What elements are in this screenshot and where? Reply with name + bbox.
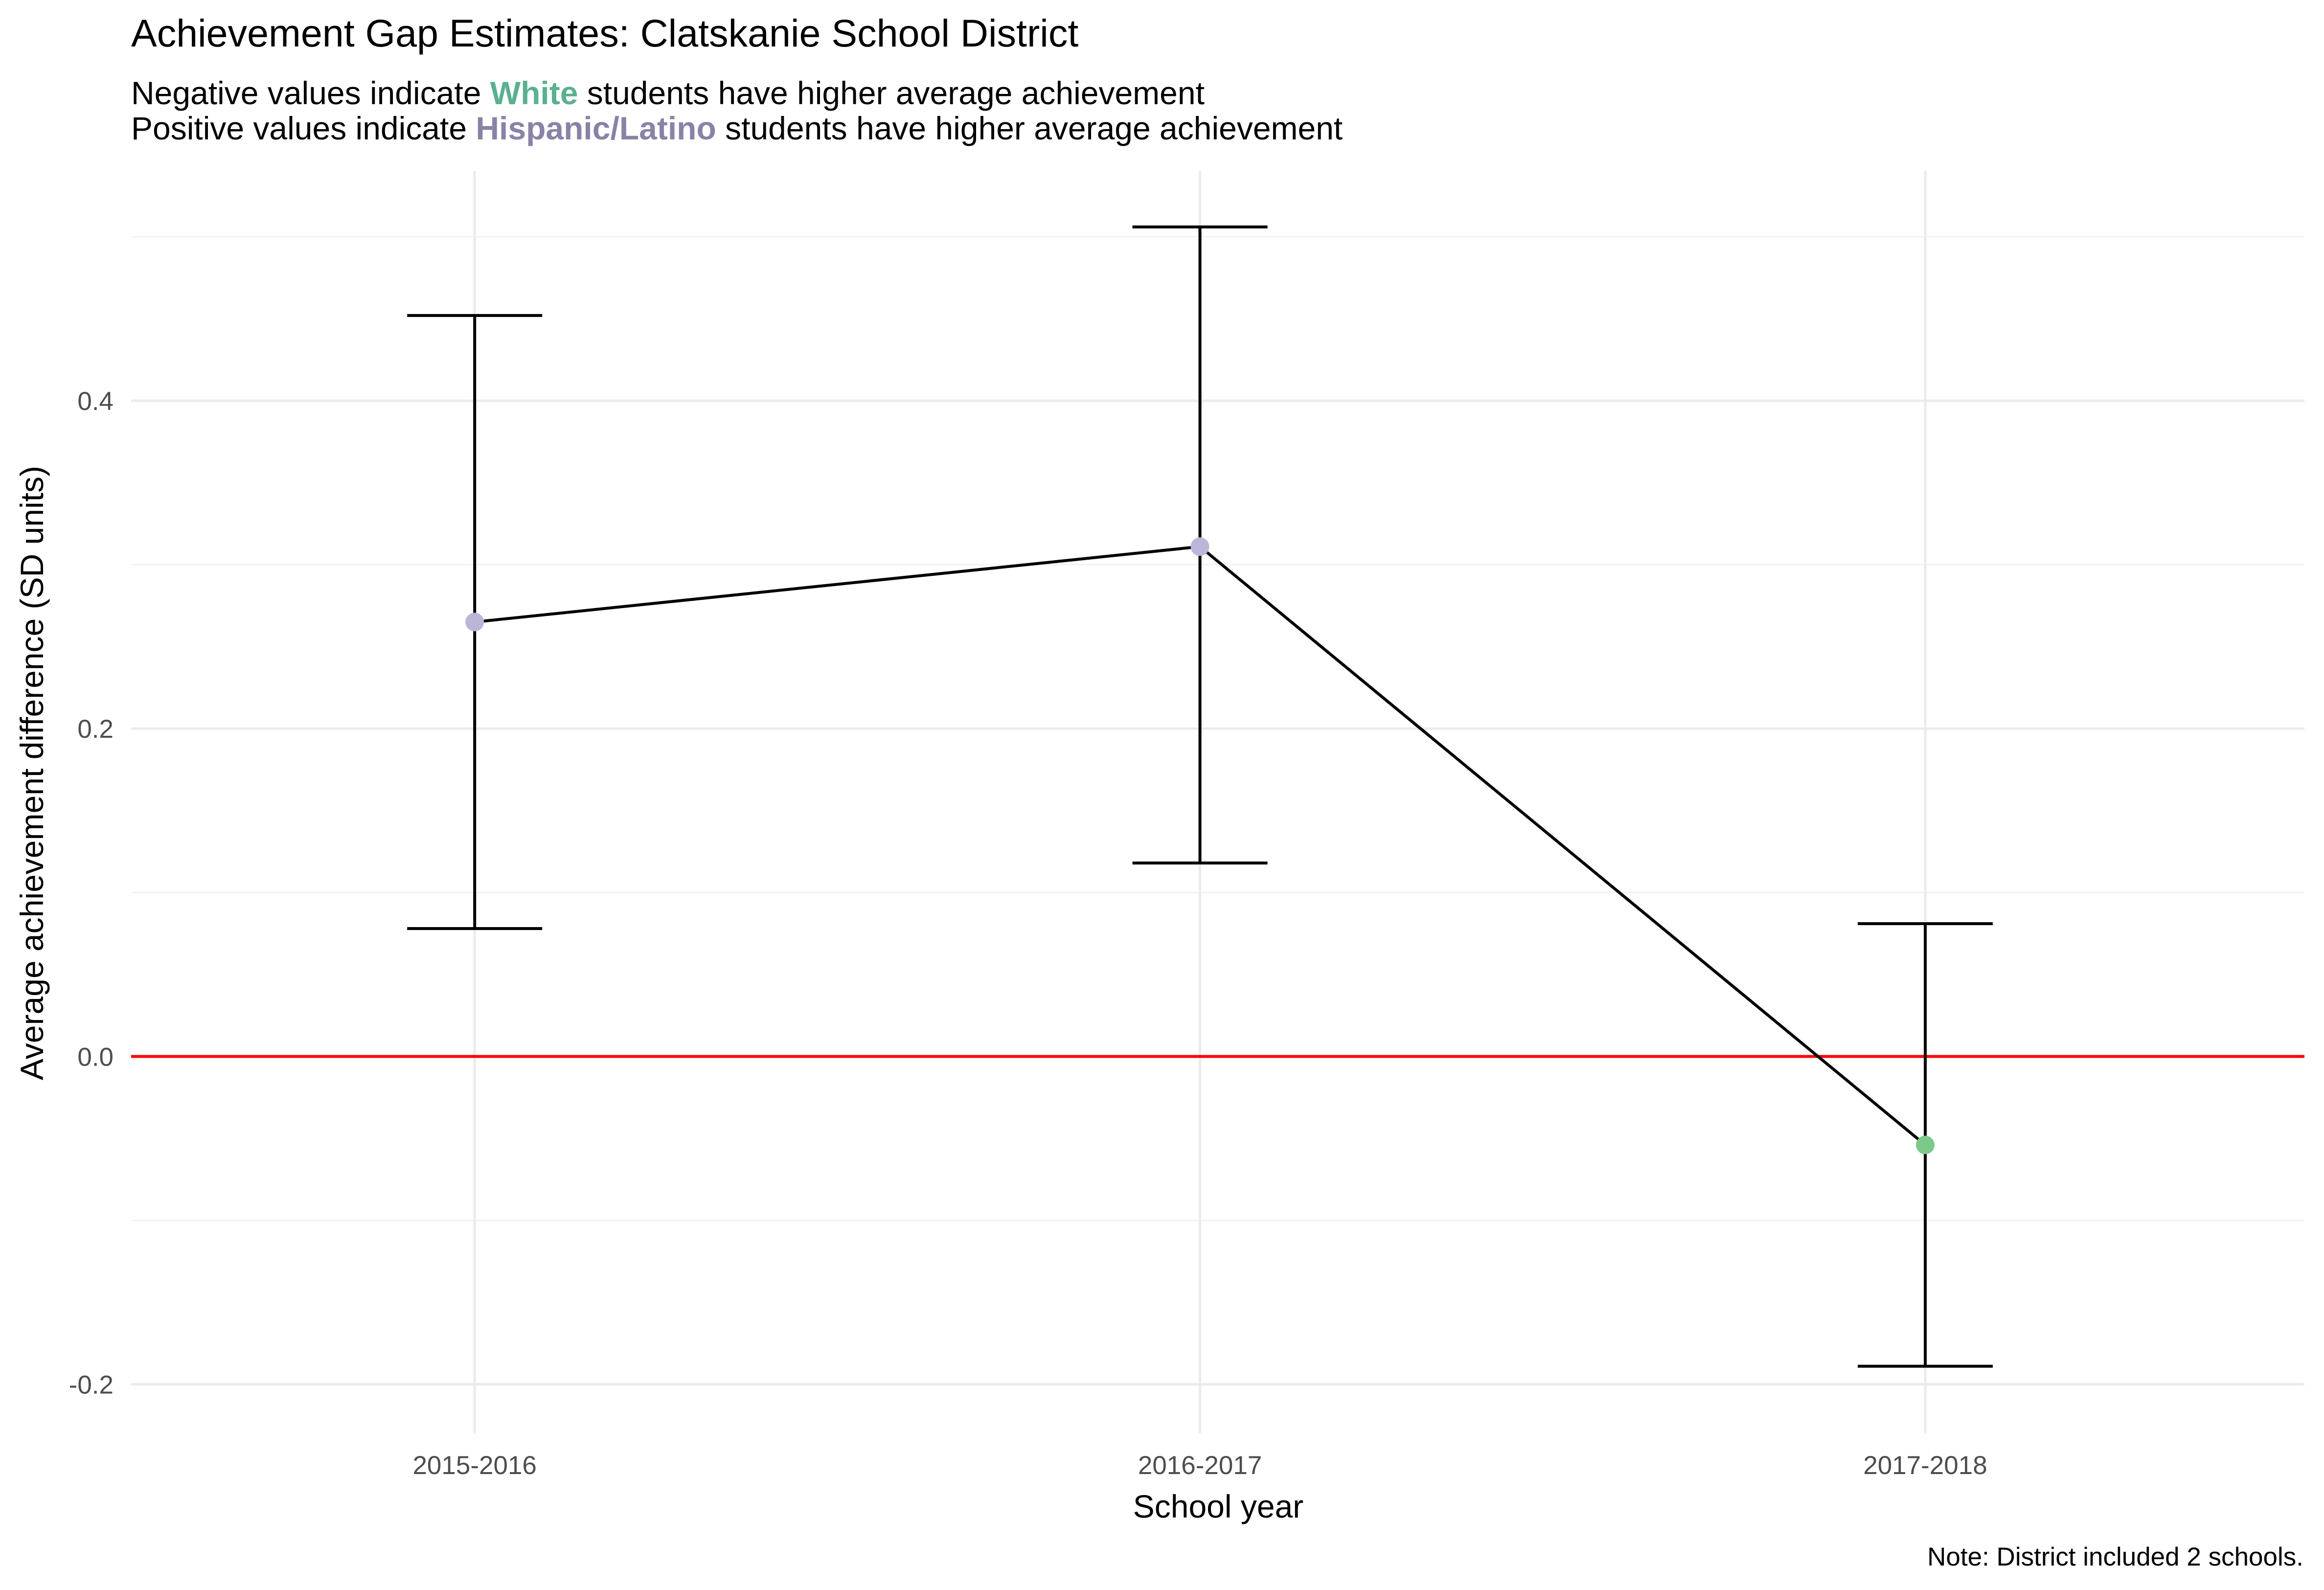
data-point: [1915, 1136, 1935, 1155]
x-axis-ticks: 2015-2016 2016-2017 2017-2018: [412, 1451, 1987, 1480]
chart-caption: Note: District included 2 schools.: [1927, 1543, 2303, 1571]
chart-subtitle-line-1: Negative values indicate White students …: [131, 75, 1205, 111]
subtitle-1-prefix: Negative values indicate: [131, 75, 490, 111]
y-tick-label: 0.0: [77, 1043, 114, 1071]
x-tick-label: 2015-2016: [412, 1451, 536, 1480]
subtitle-1-suffix: students have higher average achievement: [578, 75, 1205, 111]
subtitle-2-prefix: Positive values indicate: [131, 110, 476, 146]
y-tick-label: 0.2: [77, 715, 114, 744]
y-axis-title: Average achievement difference (SD units…: [14, 466, 50, 1080]
y-tick-label: 0.4: [77, 387, 114, 416]
subtitle-2-suffix: students have higher average achievement: [716, 110, 1343, 146]
y-axis-ticks: -0.2 0.0 0.2 0.4: [69, 387, 114, 1399]
data-point: [465, 613, 484, 632]
chart-subtitle-line-2: Positive values indicate Hispanic/Latino…: [131, 110, 1343, 146]
x-axis-title: School year: [1133, 1488, 1304, 1524]
subtitle-hispanic-latino-label: Hispanic/Latino: [476, 110, 716, 146]
data-points: [465, 537, 1935, 1155]
x-tick-label: 2017-2018: [1863, 1451, 1987, 1480]
x-tick-label: 2016-2017: [1138, 1451, 1262, 1480]
subtitle-white-label: White: [490, 75, 578, 111]
chart-title: Achievement Gap Estimates: Clatskanie Sc…: [131, 11, 1078, 55]
data-point: [1190, 537, 1209, 556]
y-tick-label: -0.2: [69, 1370, 114, 1399]
